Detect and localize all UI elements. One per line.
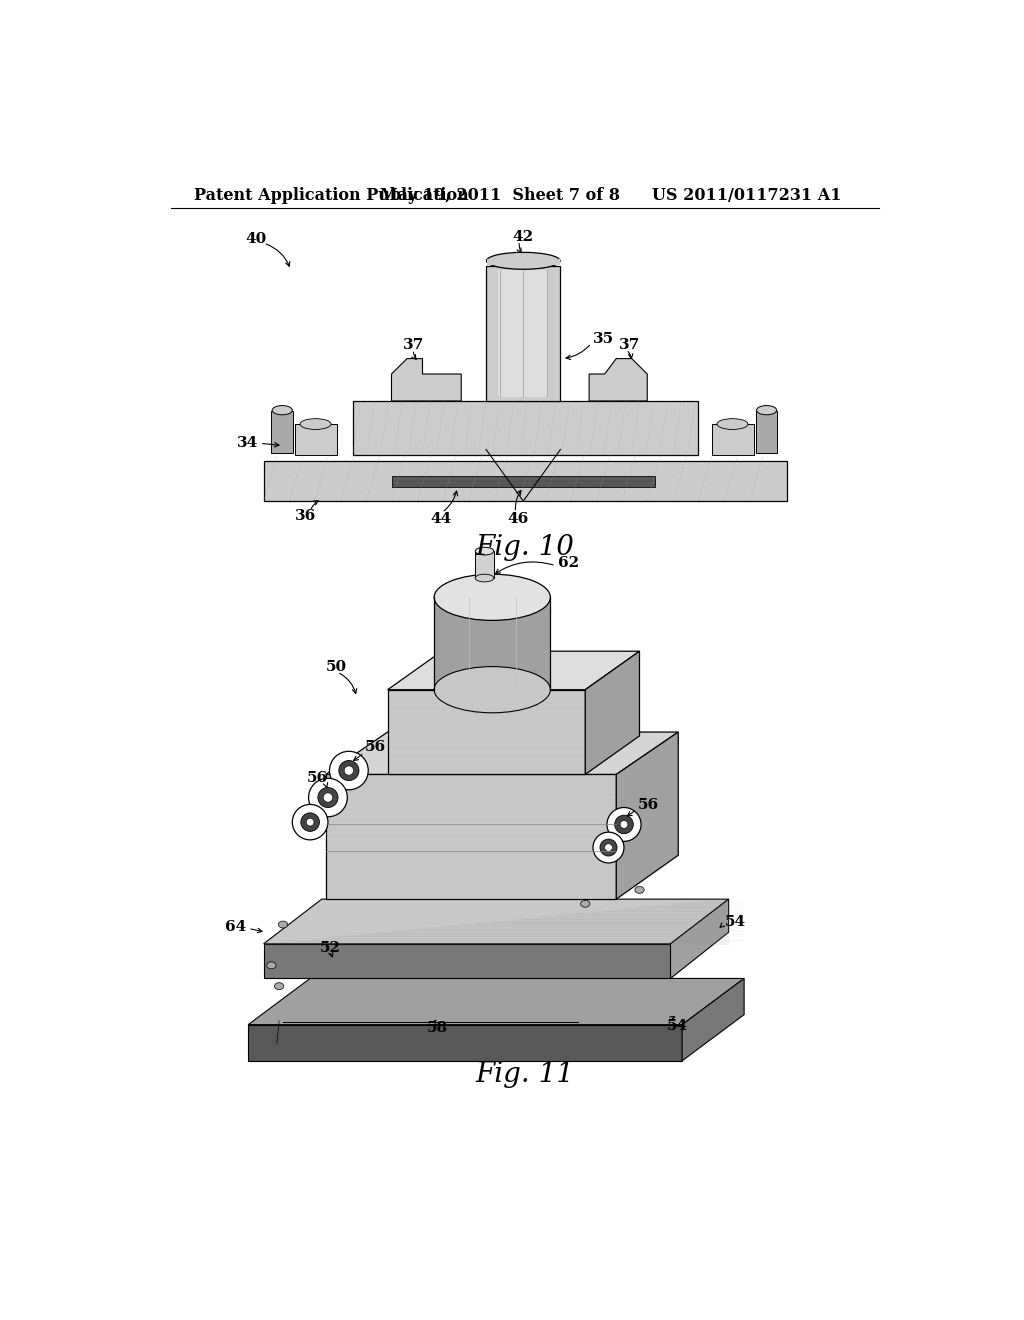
Text: 56: 56 [307,771,328,785]
Text: Patent Application Publication: Patent Application Publication [194,187,469,203]
Ellipse shape [317,788,338,808]
Text: 36: 36 [295,510,315,524]
Ellipse shape [272,405,292,414]
Text: Fig. 10: Fig. 10 [475,533,574,561]
Ellipse shape [434,574,550,620]
Text: 64: 64 [224,920,246,933]
Polygon shape [326,775,616,899]
Ellipse shape [324,793,333,803]
Text: 40: 40 [246,232,267,247]
Ellipse shape [306,818,314,826]
Polygon shape [616,733,678,899]
Bar [475,552,494,578]
Bar [295,424,337,455]
Ellipse shape [593,832,624,863]
Ellipse shape [621,821,628,829]
Polygon shape [589,359,647,401]
Bar [352,401,697,455]
Ellipse shape [279,921,288,928]
Ellipse shape [274,982,284,990]
Text: US 2011/0117231 A1: US 2011/0117231 A1 [651,187,841,203]
Text: 54: 54 [667,1019,688,1034]
Ellipse shape [292,804,328,840]
Bar [486,267,560,401]
Ellipse shape [757,405,776,414]
Ellipse shape [717,418,748,429]
Polygon shape [326,733,678,775]
Ellipse shape [581,900,590,907]
Text: 50: 50 [326,660,347,673]
Text: 35: 35 [593,333,614,346]
Ellipse shape [434,667,550,713]
Bar [434,597,550,689]
Ellipse shape [600,840,617,857]
Ellipse shape [339,760,359,780]
Polygon shape [248,978,744,1024]
Polygon shape [388,689,586,775]
Polygon shape [263,944,671,978]
Text: 37: 37 [618,338,640,351]
Text: 34: 34 [237,437,258,450]
Bar [499,271,548,397]
Polygon shape [586,651,640,775]
Polygon shape [263,899,729,944]
Text: 52: 52 [321,941,341,954]
Ellipse shape [308,779,347,817]
Text: 56: 56 [365,741,385,755]
Polygon shape [248,1024,682,1061]
Bar [756,411,777,453]
Ellipse shape [475,574,494,582]
Ellipse shape [607,808,641,841]
Text: 56: 56 [638,799,659,812]
Ellipse shape [635,887,644,894]
Bar [712,424,755,455]
Text: 58: 58 [426,1022,447,1035]
Text: 46: 46 [508,512,529,525]
Ellipse shape [266,962,276,969]
Text: 62: 62 [558,556,580,570]
Text: May 19, 2011  Sheet 7 of 8: May 19, 2011 Sheet 7 of 8 [380,187,620,203]
Text: 44: 44 [430,512,452,525]
Ellipse shape [604,843,612,851]
Ellipse shape [344,766,353,775]
Ellipse shape [614,816,633,834]
Text: 54: 54 [725,915,745,929]
Bar [263,461,786,502]
Ellipse shape [486,252,560,269]
Text: Fig. 11: Fig. 11 [475,1061,574,1088]
Text: 37: 37 [403,338,424,351]
Ellipse shape [475,548,494,554]
Polygon shape [388,651,640,689]
Polygon shape [682,978,744,1061]
Text: 42: 42 [512,230,534,244]
Bar [486,259,560,264]
Polygon shape [391,359,461,401]
Ellipse shape [301,813,319,832]
Polygon shape [671,899,729,978]
Ellipse shape [330,751,369,789]
Ellipse shape [300,418,331,429]
Bar [271,411,293,453]
Bar [391,477,655,487]
